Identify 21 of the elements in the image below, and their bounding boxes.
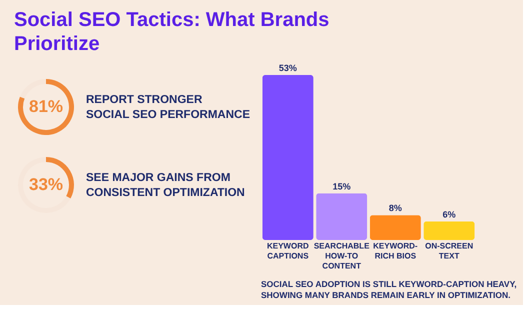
donut-slice <box>20 79 46 99</box>
donut-slice <box>18 157 71 213</box>
bar <box>316 193 368 240</box>
text: SOCIAL SEO ADOPTION IS STILL KEYWORD-CAPTION HEAVY, SHOWING MANY BRANDS REMAIN EARLY IN OPTIMIZATION. <box>261 279 517 300</box>
x-tick-label: KEYWORD CAPTIONS <box>266 242 310 260</box>
data-label: 53% <box>278 63 297 73</box>
data-label: 8% <box>388 203 402 214</box>
data-label: 15% <box>332 181 351 192</box>
data-label: 81% <box>28 97 64 116</box>
x-tick-label: KEYWORD- RICH BIOS <box>373 242 418 260</box>
bar <box>262 75 314 240</box>
x-tick-label: ON-SCREEN TEXT <box>425 242 474 260</box>
x-tick-label: SEARCHABLE HOW-TO CONTENT <box>314 242 370 270</box>
text: REPORT STRONGER SOCIAL SEO PERFORMANCE <box>86 94 250 121</box>
text: SEE MAJOR GAINS FROM CONSISTENT OPTIMIZATION <box>86 172 245 199</box>
bar <box>424 221 475 240</box>
bar <box>370 215 421 240</box>
data-label: 33% <box>28 175 64 194</box>
donut-slice <box>18 79 74 135</box>
data-label: 6% <box>442 209 456 220</box>
chart-title: Social SEO Tactics: What Brands Prioritize <box>14 9 330 55</box>
